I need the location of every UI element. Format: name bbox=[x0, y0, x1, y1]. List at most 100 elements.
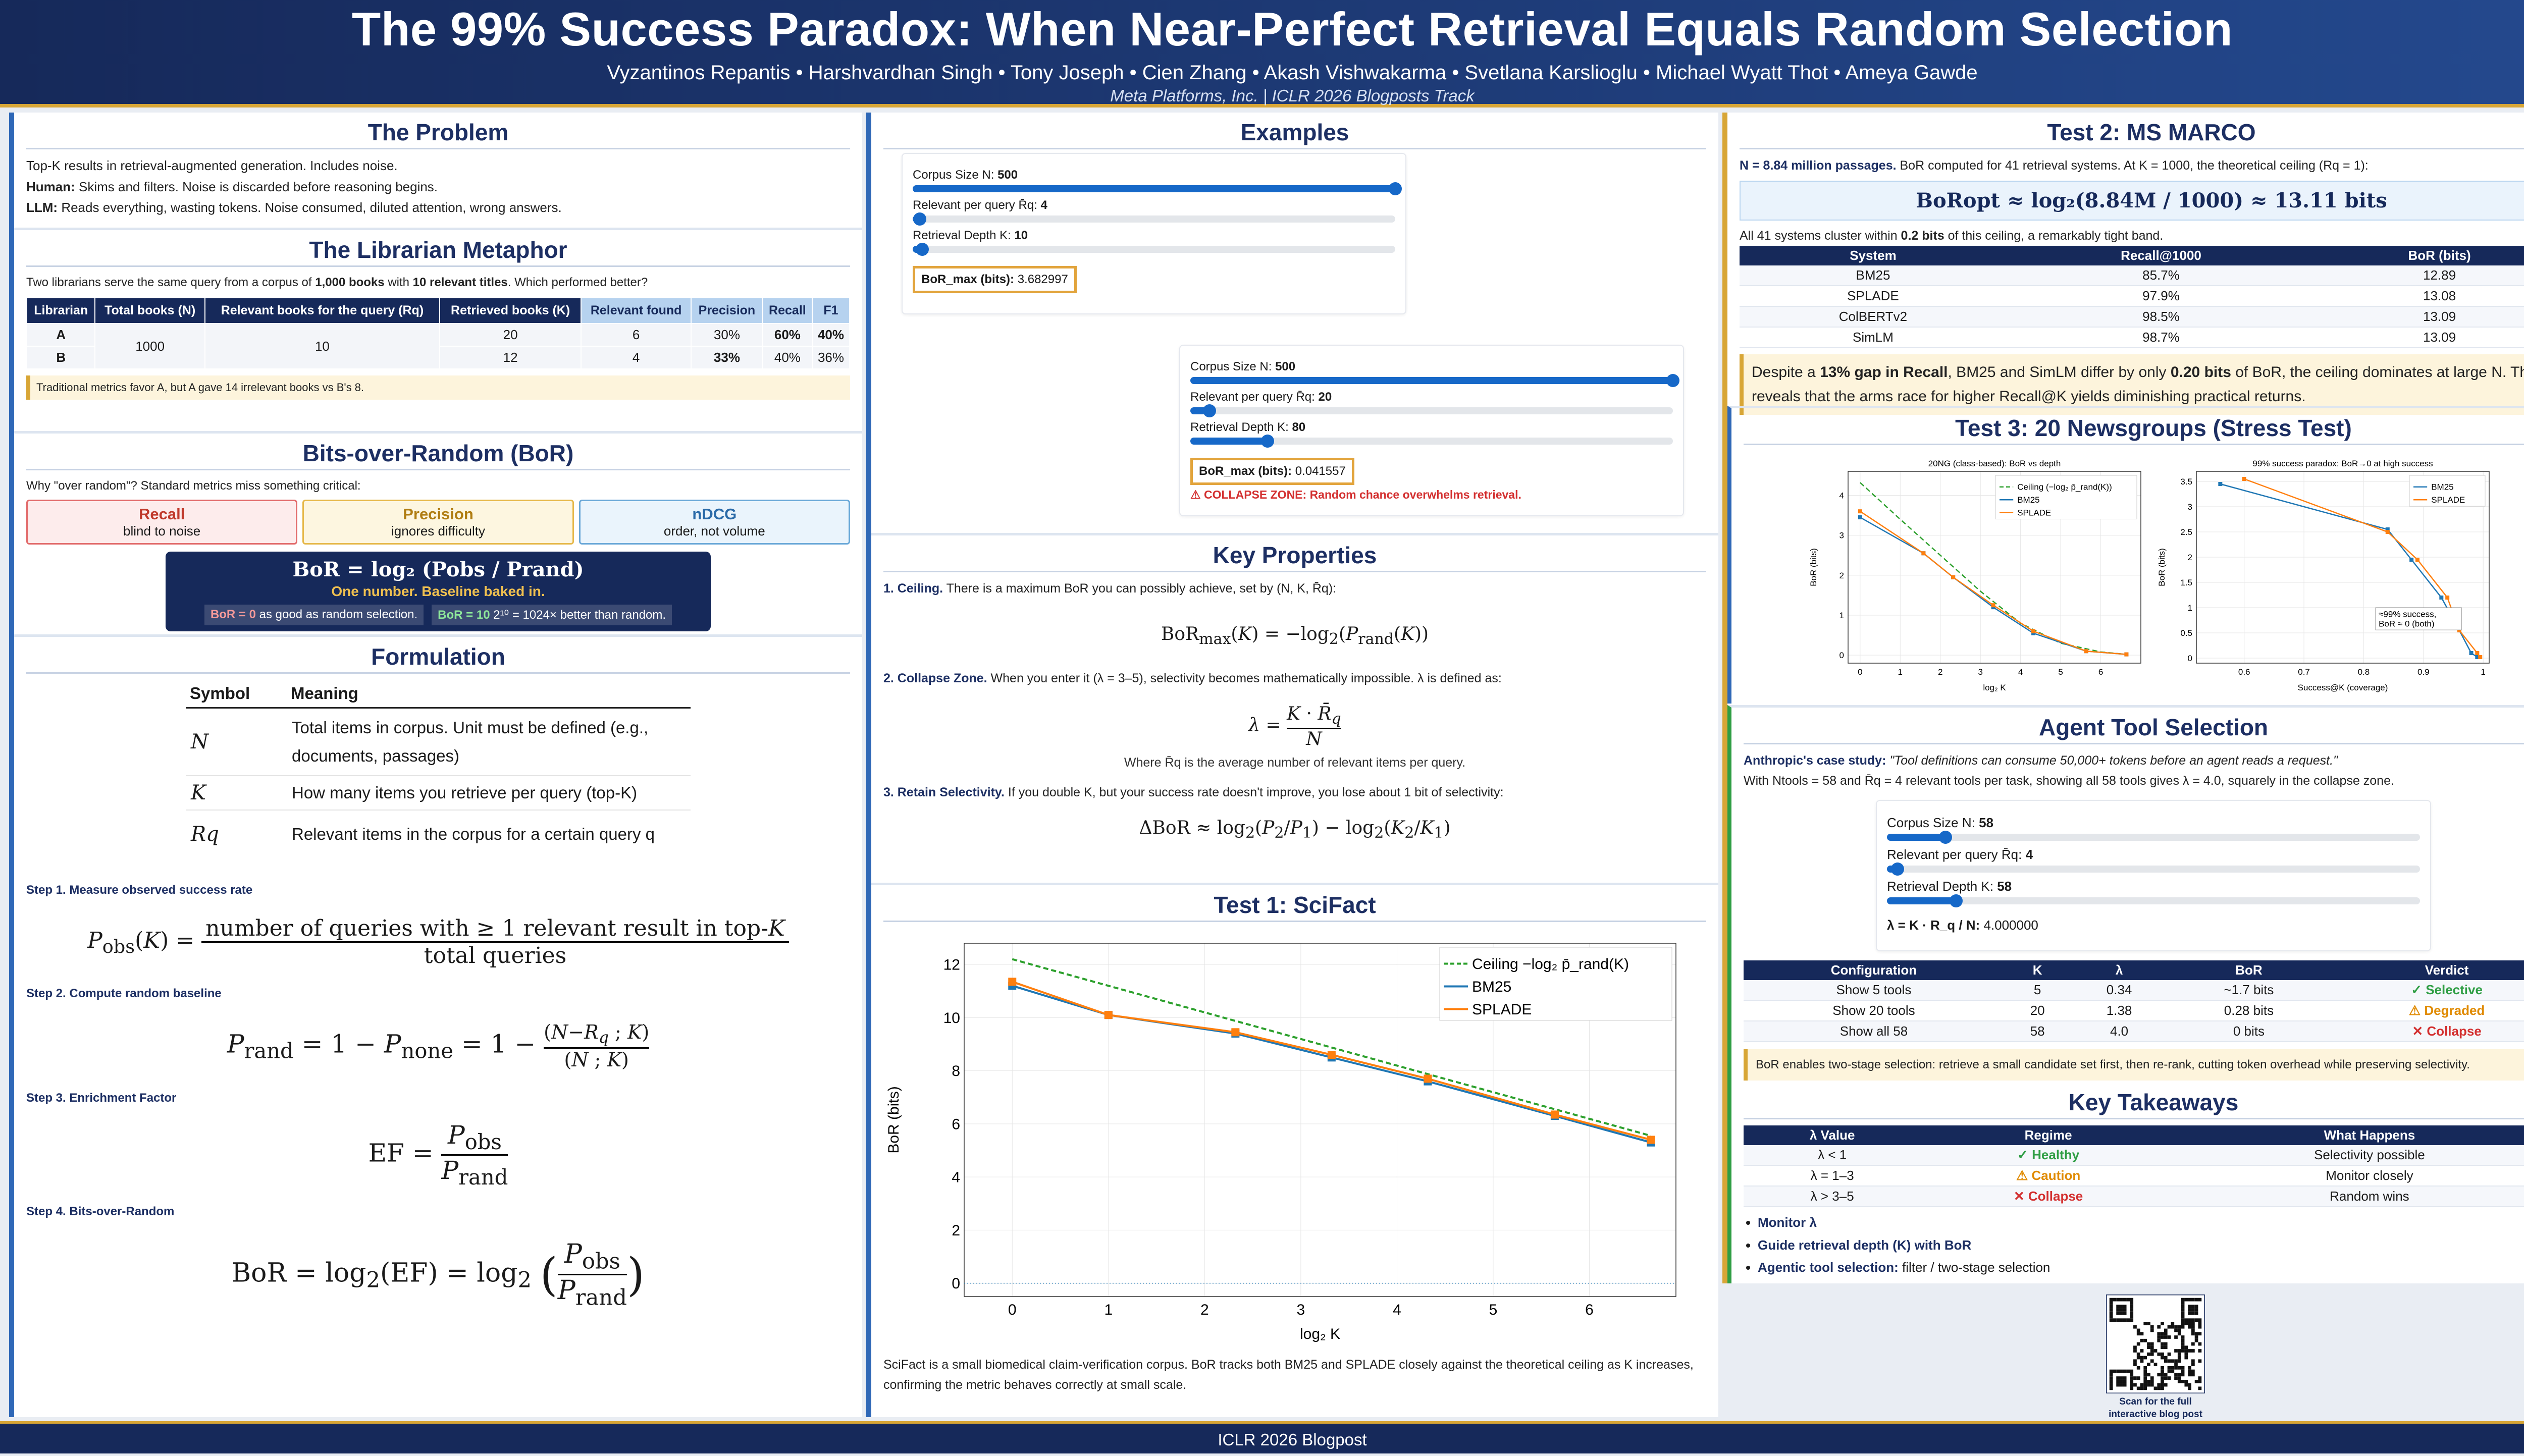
qr-module bbox=[2198, 1386, 2201, 1390]
qr-module bbox=[2164, 1332, 2168, 1335]
data-point bbox=[1551, 1110, 1559, 1118]
msmarco-intro: N = 8.84 million passages. BoR computed … bbox=[1740, 155, 2524, 176]
qr-module bbox=[2164, 1335, 2168, 1339]
x-tick-label: 1 bbox=[1898, 667, 1903, 677]
qr-module bbox=[2130, 1302, 2133, 1305]
qr-module bbox=[2188, 1370, 2191, 1373]
qr-module bbox=[2116, 1376, 2120, 1380]
delta-equation: ΔBoR ≈ log2(P2/P1) − log2(K2/K1) bbox=[883, 818, 1706, 842]
qr-module bbox=[2181, 1366, 2185, 1370]
qr-module bbox=[2181, 1370, 2185, 1373]
qr-caption: Scan for the full interactive blog post bbox=[2105, 1396, 2206, 1421]
qr-module bbox=[2130, 1308, 2133, 1312]
qr-module bbox=[2130, 1312, 2133, 1315]
qr-module bbox=[2178, 1373, 2181, 1376]
scifact-caption: SciFact is a small biomedical claim-veri… bbox=[883, 1355, 1706, 1395]
data-point bbox=[2084, 649, 2088, 653]
qr-module bbox=[2161, 1342, 2164, 1346]
data-point bbox=[1105, 1011, 1113, 1019]
qr-module bbox=[2191, 1370, 2195, 1373]
msmarco-band: All 41 systems cluster within 0.2 bits o… bbox=[1740, 226, 2524, 246]
qr-module bbox=[2168, 1359, 2171, 1363]
data-point bbox=[2124, 653, 2128, 657]
qr-module bbox=[2120, 1383, 2123, 1387]
qr-module bbox=[2137, 1329, 2140, 1332]
qr-module bbox=[2191, 1308, 2195, 1312]
y-tick-label: 1.5 bbox=[2180, 578, 2192, 587]
qr-module bbox=[2110, 1373, 2113, 1376]
x-tick-label: 4 bbox=[1393, 1302, 1401, 1318]
x-tick-label: 0.6 bbox=[2238, 667, 2250, 677]
relevant-slider[interactable] bbox=[1887, 866, 2420, 873]
qr-module bbox=[2191, 1349, 2195, 1353]
qr-module bbox=[2120, 1376, 2123, 1380]
qr-module bbox=[2174, 1325, 2178, 1329]
qr-block[interactable]: Scan for the full interactive blog post bbox=[2105, 1295, 2206, 1421]
step-4-heading: Step 4. Bits-over-Random bbox=[26, 1205, 850, 1219]
qr-module bbox=[2110, 1380, 2113, 1383]
qr-module bbox=[2178, 1376, 2181, 1380]
relevant-slider[interactable] bbox=[913, 215, 1395, 223]
qr-module bbox=[2157, 1386, 2161, 1390]
qr-module bbox=[2123, 1318, 2127, 1322]
qr-module bbox=[2184, 1383, 2188, 1387]
qr-module bbox=[2110, 1370, 2113, 1373]
qr-module bbox=[2116, 1370, 2120, 1373]
lambda-result: λ = K · R_q / N: 4.000000 bbox=[1887, 918, 2420, 933]
corpus-size-slider[interactable] bbox=[1190, 377, 1673, 384]
corpus-size-slider[interactable] bbox=[913, 185, 1395, 192]
qr-module bbox=[2181, 1322, 2185, 1325]
y-tick-label: 2.5 bbox=[2180, 527, 2192, 537]
qr-module bbox=[2147, 1345, 2150, 1349]
depth-slider[interactable] bbox=[913, 246, 1395, 253]
qr-module bbox=[2195, 1308, 2198, 1312]
qr-module bbox=[2181, 1308, 2185, 1312]
qr-module bbox=[2110, 1302, 2113, 1305]
qr-module bbox=[2164, 1329, 2168, 1332]
depth-slider[interactable] bbox=[1190, 438, 1673, 445]
qr-module bbox=[2171, 1370, 2174, 1373]
qr-module bbox=[2110, 1318, 2113, 1322]
qr-module bbox=[2174, 1373, 2178, 1376]
qr-module bbox=[2150, 1383, 2154, 1387]
formulation-title: Formulation bbox=[26, 643, 850, 674]
qr-module bbox=[2198, 1349, 2201, 1353]
qr-module bbox=[2137, 1332, 2140, 1335]
legend-label: BM25 bbox=[1472, 979, 1511, 995]
qr-module bbox=[2181, 1380, 2185, 1383]
qr-module bbox=[2181, 1342, 2185, 1346]
qr-module bbox=[2130, 1318, 2133, 1322]
qr-module bbox=[2110, 1386, 2113, 1390]
qr-module bbox=[2195, 1335, 2198, 1339]
corpus-size-slider[interactable] bbox=[1887, 834, 2420, 841]
qr-module bbox=[2157, 1335, 2161, 1339]
qr-module bbox=[2195, 1339, 2198, 1342]
y-tick-label: 10 bbox=[943, 1010, 960, 1027]
qr-module bbox=[2191, 1312, 2195, 1315]
agent-widget: Corpus Size N: 58 Relevant per query R̄q… bbox=[1876, 800, 2431, 951]
qr-module bbox=[2161, 1370, 2164, 1373]
relevant-slider[interactable] bbox=[1190, 407, 1673, 414]
y-tick-label: 3 bbox=[1839, 531, 1844, 541]
qr-module bbox=[2198, 1325, 2201, 1329]
qr-module bbox=[2130, 1376, 2133, 1380]
qr-module bbox=[2147, 1363, 2150, 1366]
qr-code[interactable] bbox=[2106, 1295, 2205, 1393]
legend-label: BM25 bbox=[2431, 482, 2453, 492]
qr-module bbox=[2191, 1373, 2195, 1376]
depth-slider[interactable] bbox=[1887, 897, 2420, 904]
qr-module bbox=[2116, 1383, 2120, 1387]
annotation-text: BoR ≈ 0 (both) bbox=[2379, 619, 2434, 628]
qr-module bbox=[2164, 1359, 2168, 1363]
qr-module bbox=[2181, 1318, 2185, 1322]
qr-module bbox=[2191, 1318, 2195, 1322]
step-1-heading: Step 1. Measure observed success rate bbox=[26, 883, 850, 897]
qr-module bbox=[2188, 1383, 2191, 1387]
